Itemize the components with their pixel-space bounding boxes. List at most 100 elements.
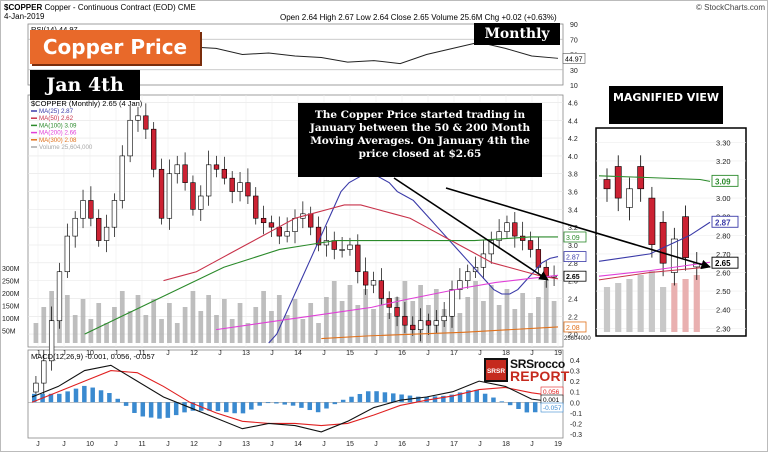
volume-bar xyxy=(473,281,478,343)
legend-entry: MA(100) 3.09 xyxy=(39,122,77,129)
x-tick-label: 17 xyxy=(450,350,458,357)
price-tag-box xyxy=(563,231,587,243)
candle-body xyxy=(441,315,447,322)
macd-histogram-bar xyxy=(282,402,287,405)
mag-tick-label: 3.20 xyxy=(716,157,731,166)
volume-bar xyxy=(386,313,392,343)
volume-bar xyxy=(237,303,243,343)
candle-body xyxy=(253,195,259,219)
macd-tag-box xyxy=(540,402,564,413)
candle-body xyxy=(433,320,439,326)
candle-body xyxy=(33,382,39,393)
macd-histogram-bar xyxy=(65,391,70,403)
date-box: Jan 4th xyxy=(30,70,140,100)
macd-histogram-bar xyxy=(232,402,237,414)
macd-signal-line xyxy=(31,370,559,427)
macd-title: MACD(12,26,9) -0.001, 0.056, -0.057 xyxy=(31,352,155,361)
mag-tick-label: 2.40 xyxy=(716,306,731,315)
macd-histogram-bar xyxy=(240,402,246,414)
macd-histogram-bar xyxy=(57,393,62,403)
volume-bar xyxy=(112,307,117,343)
candle-body xyxy=(103,226,110,241)
legend: RSI(14) 44.97 $COPPER (Monthly) 2.65 (4 J… xyxy=(31,25,155,361)
x-tick-label-bottom: 17 xyxy=(450,441,458,448)
candle-body xyxy=(488,240,494,255)
macd-histogram-bar xyxy=(107,393,112,403)
mag-candle-body xyxy=(659,221,667,264)
candle-body xyxy=(402,315,408,326)
x-tick-label: 18 xyxy=(502,350,510,357)
macd-histogram-bar xyxy=(140,402,146,417)
moving-averages xyxy=(84,173,559,344)
x-tick-label-bottom: 14 xyxy=(294,441,302,448)
candle-body xyxy=(331,240,337,250)
volume-bar xyxy=(182,307,188,343)
mag-price-tag-box xyxy=(711,174,739,187)
candle-body xyxy=(480,253,487,268)
candle-body xyxy=(504,222,510,232)
price-tick-label: 4.6 xyxy=(568,100,578,107)
volume-bar xyxy=(253,307,259,343)
symbol-desc: Copper - Continuous Contract (EOD) xyxy=(44,3,176,12)
price-tag-box xyxy=(563,321,587,333)
candle-body xyxy=(284,231,290,237)
price-tick-label: 4.4 xyxy=(568,118,578,125)
volume-bar xyxy=(269,311,274,343)
legend-entry: MA(200) 2.66 xyxy=(39,130,77,137)
macd-histogram-bar xyxy=(90,387,95,403)
x-tick-label: J xyxy=(530,350,534,357)
volume-bar xyxy=(457,313,463,343)
magnified-series: 3.303.203.103.002.902.802.702.602.502.40… xyxy=(596,138,746,333)
macd-histogram-bar xyxy=(391,393,396,403)
volume-bar xyxy=(371,309,376,343)
macd-line xyxy=(31,364,559,433)
mag-volume-bar xyxy=(615,283,622,332)
volume-bar xyxy=(543,281,549,343)
mag-ma50-line xyxy=(598,266,711,281)
volume-bar xyxy=(214,315,219,343)
x-tick-label: J xyxy=(166,350,170,357)
candle-body xyxy=(72,217,78,237)
mag-tick-label: 2.80 xyxy=(716,231,731,240)
volume-bar xyxy=(481,301,486,343)
volume-bar xyxy=(292,299,298,343)
candle-body xyxy=(174,164,180,175)
volume-bar xyxy=(159,319,164,343)
candle-body xyxy=(496,231,502,241)
volume-bar xyxy=(33,323,39,343)
mag-candle-body xyxy=(648,197,656,245)
x-tick-label-bottom: 18 xyxy=(502,441,510,448)
x-tick-label: 12 xyxy=(190,350,198,357)
macd-histogram-bar xyxy=(132,402,137,413)
volume-bar xyxy=(72,315,78,343)
macd-histogram-bar xyxy=(73,388,79,403)
candle-body xyxy=(347,244,353,250)
mag-volume-bar xyxy=(693,275,700,332)
rsi-tick-label: 70 xyxy=(570,37,578,44)
macd-histogram-bar xyxy=(524,402,530,413)
price-tag-box xyxy=(563,251,587,262)
logo-mark-text: SRSR xyxy=(487,368,505,375)
mag-volume-bar xyxy=(660,287,667,332)
x-tick-label-bottom: J xyxy=(36,441,40,448)
x-tick-label: J xyxy=(322,350,326,357)
candle-body xyxy=(166,173,173,219)
macd-histogram-bar xyxy=(332,402,338,405)
mag-volume-bar xyxy=(671,283,678,332)
macd-histogram-bar xyxy=(215,402,221,412)
candle-body xyxy=(245,182,251,197)
candle-body xyxy=(363,271,369,286)
volume-bar xyxy=(80,299,86,343)
period-box: Monthly xyxy=(474,23,560,45)
macd-histogram-bar xyxy=(32,393,37,403)
macd-histogram-bar xyxy=(265,402,271,404)
mag-ma25-line xyxy=(598,221,711,262)
rsi-tick-label: 30 xyxy=(570,68,578,75)
volume-bar xyxy=(41,307,47,343)
mag-price-tag-box xyxy=(711,256,739,269)
candle-body xyxy=(543,266,549,277)
macd-histogram-bar xyxy=(441,395,446,403)
volume-bar xyxy=(190,291,196,343)
candle-body xyxy=(127,119,133,157)
macd-histogram-bar xyxy=(307,402,313,411)
